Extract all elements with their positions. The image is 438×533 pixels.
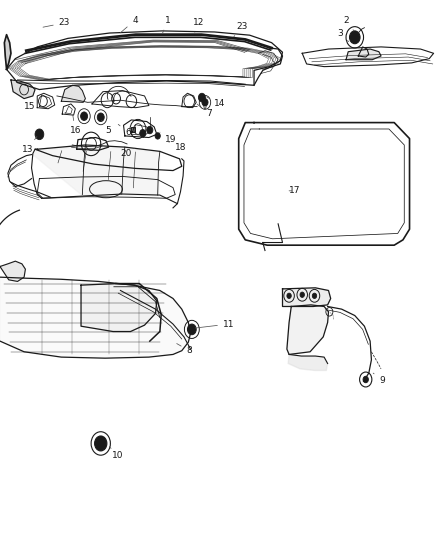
Circle shape [287,293,291,298]
Text: 14: 14 [207,97,226,108]
Polygon shape [61,85,85,102]
Text: 11: 11 [195,320,234,328]
Text: 2: 2 [343,16,354,31]
Circle shape [140,130,146,137]
Text: 7: 7 [197,104,212,118]
Circle shape [363,376,368,383]
Circle shape [350,31,360,44]
Polygon shape [81,284,157,332]
Circle shape [155,133,160,139]
Text: 17: 17 [289,187,300,195]
Circle shape [95,436,107,451]
Circle shape [202,99,208,106]
Text: 15: 15 [24,102,42,111]
Text: 20: 20 [120,148,135,158]
Text: 10: 10 [110,447,123,460]
Text: 12: 12 [193,19,204,34]
Text: 19: 19 [160,132,177,144]
Text: 4: 4 [120,16,138,33]
Text: 16: 16 [70,115,81,135]
Polygon shape [288,354,328,370]
Circle shape [147,126,153,134]
Text: 3: 3 [337,29,349,42]
Circle shape [35,129,44,140]
Polygon shape [0,261,25,281]
Circle shape [300,292,304,297]
Text: 1: 1 [162,16,171,34]
Polygon shape [346,49,381,60]
Polygon shape [4,35,11,69]
Polygon shape [11,80,35,99]
Circle shape [198,93,205,102]
Polygon shape [283,288,331,306]
Text: 18: 18 [167,141,186,151]
Circle shape [81,112,88,120]
Circle shape [312,293,317,298]
Text: 23: 23 [234,22,248,37]
Text: 23: 23 [43,19,70,27]
Circle shape [97,113,104,122]
Polygon shape [0,277,191,358]
Text: 9: 9 [373,373,385,384]
Polygon shape [287,305,328,354]
Text: 13: 13 [22,136,37,154]
Polygon shape [33,146,160,196]
Text: 6: 6 [118,124,131,136]
Text: 5: 5 [102,120,112,135]
Circle shape [187,324,196,335]
Text: 8: 8 [177,344,192,355]
